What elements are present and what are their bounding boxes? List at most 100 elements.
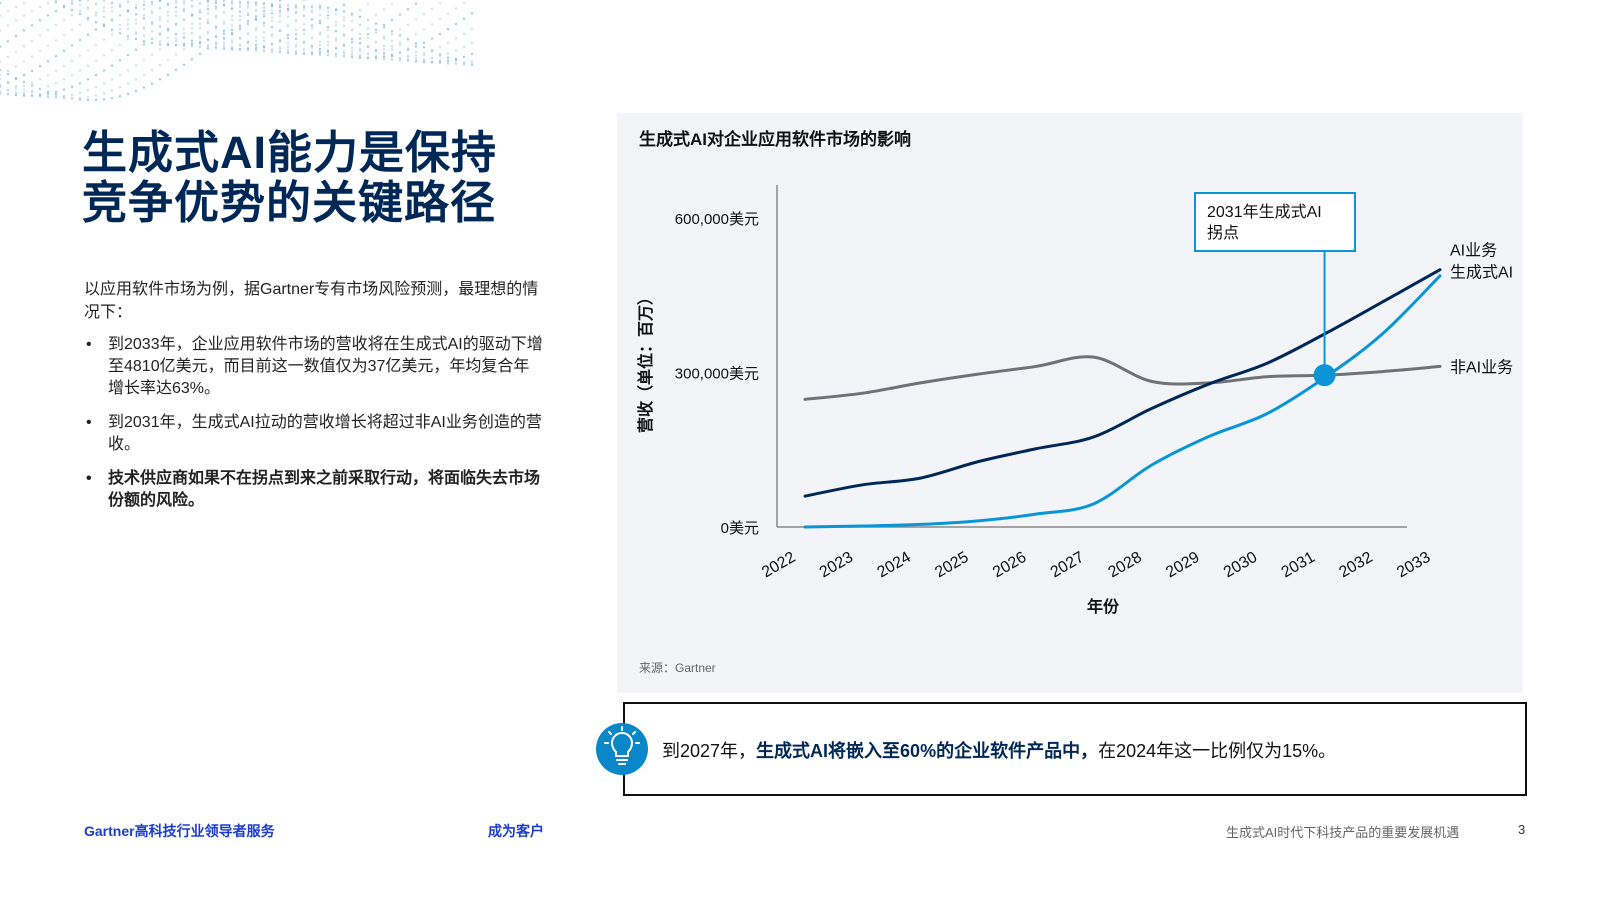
- deco-dot: [238, 24, 242, 27]
- decorative-dot-wave: [0, 0, 474, 102]
- deco-dot: [246, 4, 250, 7]
- deco-dot: [342, 44, 346, 47]
- deco-dot: [158, 78, 162, 81]
- deco-dot: [150, 23, 154, 26]
- deco-dot: [54, 23, 58, 27]
- deco-dot: [342, 10, 346, 13]
- deco-dot: [158, 15, 162, 19]
- deco-dot: [94, 14, 98, 17]
- deco-dot: [198, 22, 202, 26]
- deco-dot: [150, 82, 154, 85]
- deco-dot: [326, 14, 330, 17]
- deco-dot: [6, 81, 10, 84]
- deco-dot: [94, 59, 98, 62]
- deco-dot: [62, 49, 66, 52]
- deco-dot: [198, 37, 202, 40]
- deco-dot: [366, 36, 370, 40]
- deco-dot: [310, 9, 314, 12]
- deco-dot: [110, 48, 114, 52]
- deco-dot: [86, 98, 90, 102]
- deco-dot: [246, 42, 250, 45]
- deco-dot: [174, 10, 178, 13]
- deco-dot: [302, 52, 306, 55]
- deco-dot: [350, 41, 354, 44]
- deco-dot: [78, 10, 82, 13]
- deco-dot: [326, 44, 330, 47]
- deco-dot: [382, 58, 386, 61]
- deco-dot: [286, 45, 290, 49]
- deco-dot: [262, 2, 266, 5]
- deco-dot: [358, 37, 362, 40]
- deco-dot: [334, 30, 338, 33]
- deco-dot: [390, 33, 394, 36]
- deco-dot: [94, 2, 98, 5]
- deco-dot: [414, 18, 418, 21]
- deco-dot: [318, 40, 322, 43]
- deco-dot: [102, 15, 106, 18]
- deco-dot: [230, 31, 234, 35]
- deco-dot: [134, 22, 138, 25]
- deco-dot: [270, 25, 274, 28]
- deco-dot: [118, 95, 122, 98]
- deco-dot: [350, 55, 354, 58]
- deco-dot: [438, 17, 442, 21]
- deco-dot: [406, 54, 410, 57]
- deco-dot: [182, 36, 186, 39]
- deco-dot: [182, 9, 186, 12]
- deco-dot: [358, 15, 362, 18]
- deco-dot: [0, 1, 2, 4]
- deco-dot: [366, 56, 370, 60]
- deco-dot: [70, 59, 74, 63]
- deco-dot: [134, 89, 138, 93]
- deco-dot: [142, 73, 146, 77]
- deco-dot: [374, 50, 378, 54]
- deco-dot: [246, 2, 250, 5]
- deco-dot: [286, 4, 290, 7]
- deco-dot: [462, 32, 466, 35]
- deco-dot: [126, 27, 130, 30]
- annotation-box: [1194, 192, 1356, 252]
- bullet-item: 到2031年，生成式AI拉动的营收增长将超过非AI业务创造的营收。: [84, 412, 544, 456]
- deco-dot: [278, 0, 282, 2]
- deco-dot: [14, 65, 18, 68]
- deco-dot: [342, 50, 346, 53]
- deco-dot: [110, 78, 114, 81]
- deco-dot: [294, 50, 298, 53]
- deco-dot: [118, 43, 122, 46]
- deco-dot: [390, 45, 394, 48]
- deco-dot: [222, 29, 226, 32]
- bullet-item-emphasis: 技术供应商如果不在拐点到来之前采取行动，将面临失去市场份额的风险。: [84, 468, 544, 512]
- deco-dot: [214, 7, 218, 11]
- deco-dot: [38, 87, 42, 91]
- deco-dot: [14, 5, 18, 8]
- deco-dot: [190, 13, 194, 16]
- deco-dot: [62, 4, 66, 8]
- become-client-link[interactable]: 成为客户: [488, 823, 544, 839]
- deco-dot: [254, 39, 258, 42]
- deco-dot: [262, 24, 266, 27]
- deco-dot: [422, 60, 426, 64]
- deco-dot: [262, 31, 266, 34]
- deco-dot: [342, 19, 346, 22]
- deco-dot: [54, 93, 58, 96]
- deco-dot: [414, 42, 418, 45]
- deco-dot: [78, 23, 82, 26]
- deco-dot: [286, 9, 290, 12]
- deco-dot: [46, 60, 50, 63]
- deco-dot: [150, 11, 154, 15]
- deco-dot: [158, 25, 162, 28]
- deco-dot: [22, 88, 26, 91]
- series-label: 生成式AI: [1450, 264, 1513, 282]
- deco-dot: [230, 41, 234, 44]
- deco-dot: [118, 14, 122, 17]
- deco-dot: [46, 14, 50, 17]
- deco-dot: [310, 52, 314, 55]
- deco-dot: [382, 48, 386, 51]
- deco-dot: [422, 54, 426, 57]
- y-axis-title: 营收（单位：百万）: [636, 289, 655, 433]
- deco-dot: [390, 2, 394, 6]
- footer-brand-link[interactable]: Gartner高科技行业领导者服务: [84, 823, 275, 839]
- deco-dot: [126, 38, 130, 41]
- deco-dot: [270, 16, 274, 19]
- deco-dot: [190, 22, 194, 26]
